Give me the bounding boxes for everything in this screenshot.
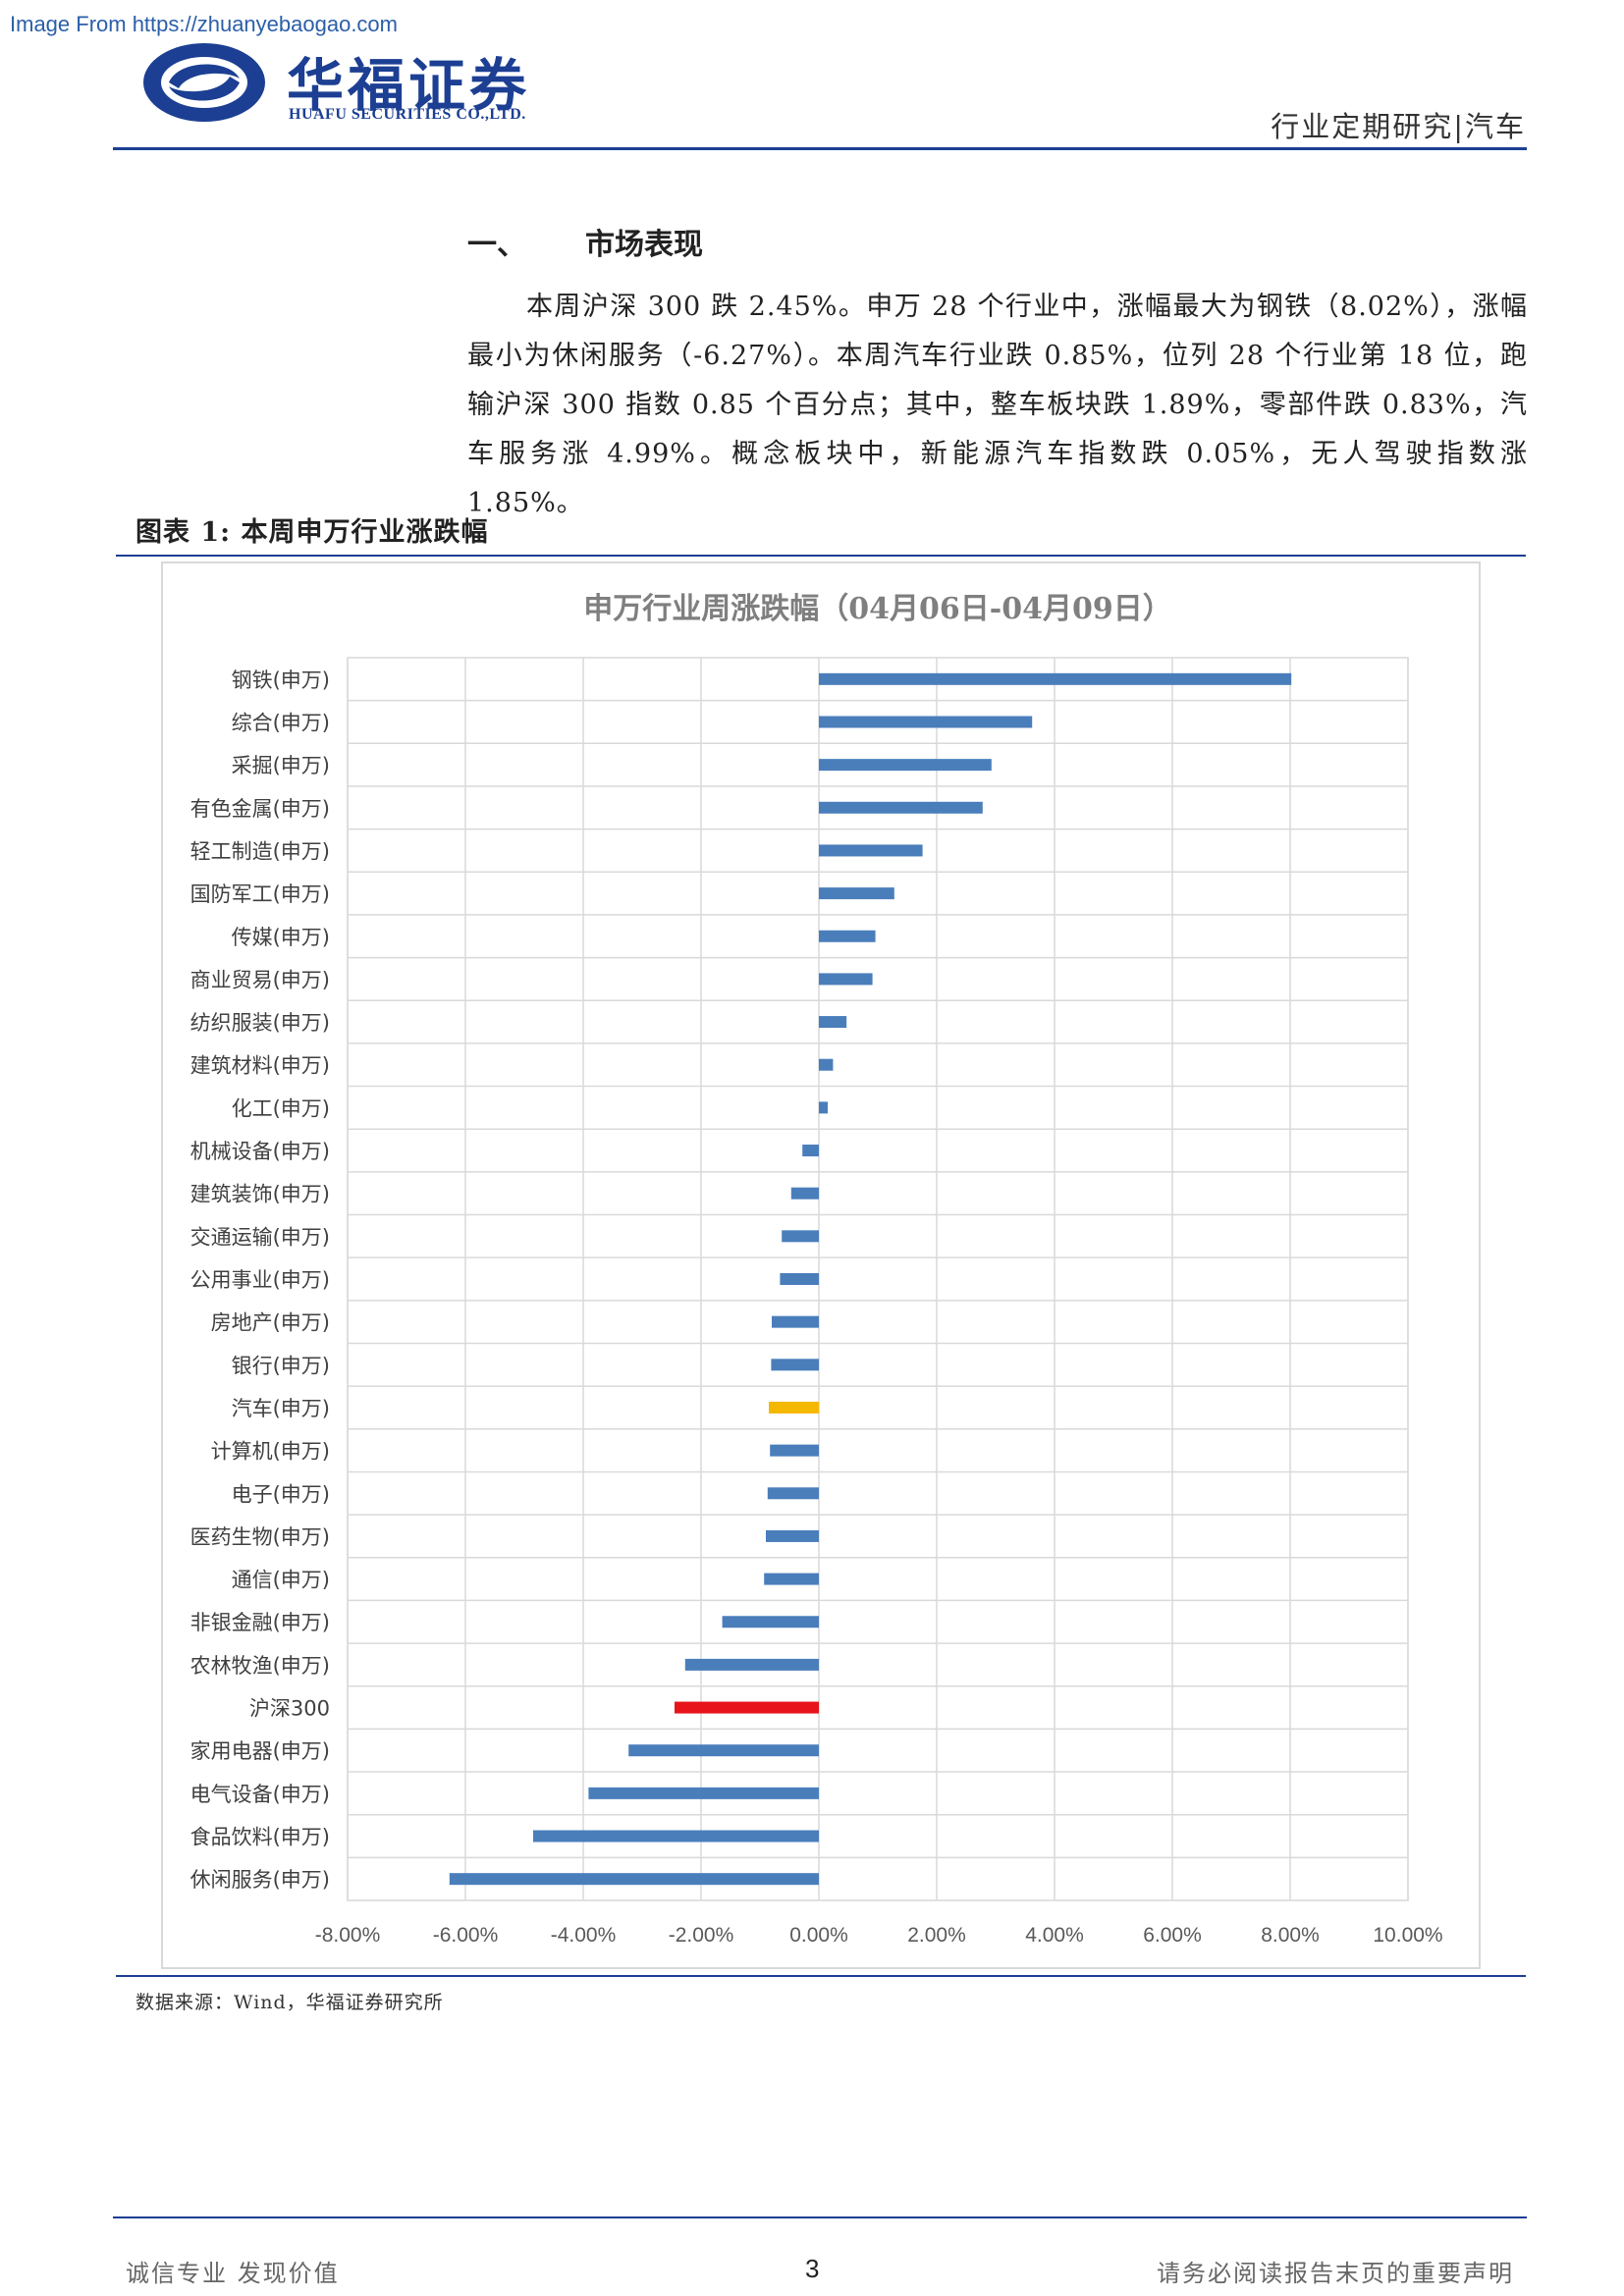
figure-top-divider [116, 555, 1526, 557]
category-label: 采掘(申万) [232, 754, 330, 777]
bar [771, 1359, 819, 1371]
bar [819, 1101, 828, 1114]
category-label: 银行(申万) [232, 1354, 330, 1377]
section-number: 一、 [467, 228, 526, 262]
bar [684, 1658, 819, 1671]
bar [819, 844, 923, 857]
category-label: 医药生物(申万) [190, 1525, 330, 1549]
category-label: 家用电器(申万) [190, 1739, 330, 1763]
data-source-note: 数据来源：Wind，华福证券研究所 [135, 1992, 444, 2013]
chart-container: 申万行业周涨跌幅（04月06日-04月09日） -8.00% -6.00% -4.00… [161, 561, 1481, 1969]
bar [819, 672, 1292, 685]
category-label: 传媒(申万) [232, 926, 330, 949]
bar [819, 716, 1033, 728]
bar [772, 1315, 819, 1328]
figure-bottom-divider [116, 1975, 1526, 1977]
category-label: 化工(申万) [232, 1096, 330, 1120]
bar [628, 1744, 819, 1757]
category-label: 电气设备(申万) [190, 1783, 330, 1806]
bar [819, 887, 894, 900]
bar [782, 1230, 819, 1243]
x-tick-label: -2.00% [669, 1924, 734, 1947]
bar [790, 1187, 819, 1200]
company-logo: 华福证券 HUAFU SECURITIES CO.,LTD. [139, 39, 552, 137]
category-label: 纺织服装(申万) [190, 1011, 330, 1035]
chart-title: 申万行业周涨跌幅（04月06日-04月09日） [583, 592, 1171, 626]
category-label: 国防军工(申万) [190, 882, 330, 906]
bar [819, 801, 983, 814]
bar [675, 1701, 819, 1714]
category-label: 公用事业(申万) [190, 1268, 330, 1292]
logo-swirl-icon [143, 43, 265, 122]
category-label: 钢铁(申万) [232, 668, 330, 692]
x-tick-label: 6.00% [1143, 1924, 1202, 1947]
watermark-link[interactable]: Image From https://zhuanyebaogao.com [10, 12, 398, 36]
logo-chinese-text: 华福证券 [287, 52, 531, 119]
category-label: 计算机(申万) [211, 1440, 330, 1464]
category-label: 机械设备(申万) [190, 1140, 330, 1163]
x-tick-label: -6.00% [433, 1924, 499, 1947]
category-label: 房地产(申万) [211, 1311, 330, 1335]
x-tick-label: -8.00% [315, 1924, 381, 1947]
category-label: 汽车(申万) [232, 1397, 330, 1420]
category-label: 农林牧渔(申万) [190, 1654, 330, 1678]
bar [588, 1787, 819, 1799]
x-tick-label: 10.00% [1373, 1924, 1442, 1947]
footer-divider [113, 2216, 1527, 2218]
bar [780, 1273, 819, 1285]
x-tick-label: 0.00% [789, 1924, 848, 1947]
x-tick-label: 2.00% [907, 1924, 966, 1947]
category-label: 综合(申万) [232, 711, 330, 734]
category-label: 轻工制造(申万) [190, 839, 330, 863]
bar [819, 930, 876, 942]
category-label: 通信(申万) [232, 1569, 330, 1592]
category-label: 建筑装饰(申万) [190, 1183, 330, 1206]
page-number: 3 [805, 2254, 820, 2283]
section-title: 一、 市场表现 [467, 220, 703, 263]
x-tick-label: -4.00% [551, 1924, 617, 1947]
bar [769, 1401, 819, 1414]
category-label: 食品饮料(申万) [190, 1826, 330, 1849]
category-label: 建筑材料(申万) [190, 1054, 330, 1078]
figure-caption: 图表 1: 本周申万行业涨跌幅 [135, 517, 489, 548]
section-title-text: 市场表现 [585, 228, 703, 262]
category-label: 非银金融(申万) [190, 1611, 330, 1634]
footer-disclaimer: 请务必阅读报告末页的重要声明 [1157, 2260, 1514, 2287]
market-summary-paragraph: 本周沪深 300 跌 2.45%。申万 28 个行业中，涨幅最大为钢铁（8.02… [467, 292, 1528, 518]
bar [533, 1830, 819, 1842]
bar [802, 1145, 819, 1157]
logo-english-text: HUAFU SECURITIES CO.,LTD. [289, 106, 526, 123]
report-category: 行业定期研究|汽车 [1271, 110, 1526, 143]
category-label: 交通运输(申万) [190, 1225, 330, 1249]
x-tick-label: 8.00% [1261, 1924, 1320, 1947]
bar [722, 1616, 819, 1629]
x-tick-label: 4.00% [1025, 1924, 1084, 1947]
bar [819, 759, 992, 772]
plot-area-border [347, 657, 1409, 1901]
category-label: 电子(申万) [232, 1482, 330, 1506]
category-label: 休闲服务(申万) [190, 1868, 330, 1892]
industry-return-bar-chart: 申万行业周涨跌幅（04月06日-04月09日） -8.00% -6.00% -4.00… [190, 592, 1443, 1947]
bar [767, 1487, 819, 1500]
category-label: 沪深300 [249, 1697, 330, 1721]
bar [819, 1058, 834, 1071]
bar [770, 1444, 819, 1457]
bar [764, 1573, 819, 1585]
header-divider [113, 147, 1527, 150]
bar [449, 1873, 819, 1886]
bar [819, 1016, 847, 1029]
bar [819, 973, 873, 986]
category-label: 有色金属(申万) [190, 797, 330, 821]
footer-slogan: 诚信专业 发现价值 [126, 2260, 340, 2287]
category-label: 商业贸易(申万) [190, 968, 330, 991]
bar [766, 1529, 819, 1542]
